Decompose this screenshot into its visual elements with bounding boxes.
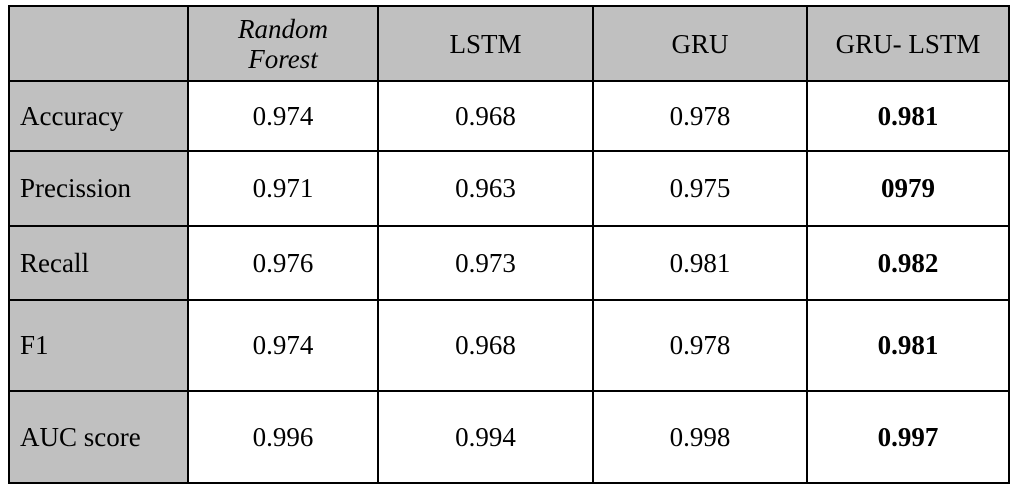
cell: 0.998 [592, 390, 808, 484]
cell-best: 0979 [806, 150, 1010, 227]
cell: 0.973 [377, 225, 594, 301]
row-label: Recall [8, 225, 189, 301]
cell-best: 0.981 [806, 299, 1010, 392]
cell-best: 0.981 [806, 80, 1010, 152]
table-row: Accuracy 0.974 0.968 0.978 0.981 [8, 80, 1010, 152]
cell: 0.971 [187, 150, 379, 227]
cell: 0.974 [187, 80, 379, 152]
row-label: Precission [8, 150, 189, 227]
header-empty [8, 5, 189, 82]
header-gru-lstm: GRU- LSTM [806, 5, 1010, 82]
cell: 0.978 [592, 299, 808, 392]
cell: 0.963 [377, 150, 594, 227]
cell: 0.975 [592, 150, 808, 227]
cell-best: 0.982 [806, 225, 1010, 301]
row-label: F1 [8, 299, 189, 392]
cell: 0.974 [187, 299, 379, 392]
cell: 0.976 [187, 225, 379, 301]
header-random-forest: Random Forest [187, 5, 379, 82]
header-row: Random Forest LSTM GRU GRU- LSTM [8, 5, 1010, 82]
cell: 0.978 [592, 80, 808, 152]
header-lstm: LSTM [377, 5, 594, 82]
table-row: AUC score 0.996 0.994 0.998 0.997 [8, 390, 1010, 484]
cell: 0.994 [377, 390, 594, 484]
cell: 0.968 [377, 299, 594, 392]
cell: 0.981 [592, 225, 808, 301]
header-random-forest-line2: Forest [248, 43, 318, 74]
header-gru: GRU [592, 5, 808, 82]
cell-best: 0.997 [806, 390, 1010, 484]
cell: 0.968 [377, 80, 594, 152]
row-label: AUC score [8, 390, 189, 484]
table-row: Precission 0.971 0.963 0.975 0979 [8, 150, 1010, 227]
table-row: F1 0.974 0.968 0.978 0.981 [8, 299, 1010, 392]
results-table: Random Forest LSTM GRU GRU- LSTM Accuracy… [8, 5, 1010, 484]
header-random-forest-line1: Random [238, 13, 328, 44]
cell: 0.996 [187, 390, 379, 484]
row-label: Accuracy [8, 80, 189, 152]
table-row: Recall 0.976 0.973 0.981 0.982 [8, 225, 1010, 301]
